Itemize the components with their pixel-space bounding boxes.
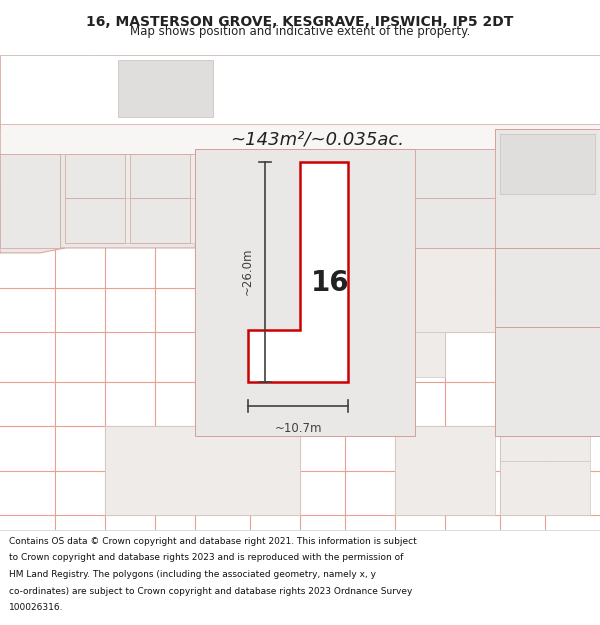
Bar <box>415 149 495 248</box>
Bar <box>350 60 470 124</box>
Bar <box>500 134 595 194</box>
Bar <box>395 243 495 332</box>
Bar <box>395 332 445 377</box>
Bar <box>0 154 55 243</box>
Polygon shape <box>0 154 60 184</box>
Bar <box>130 154 190 199</box>
Bar <box>495 248 600 327</box>
Text: Map shows position and indicative extent of the property.: Map shows position and indicative extent… <box>130 26 470 39</box>
Text: Contains OS data © Crown copyright and database right 2021. This information is : Contains OS data © Crown copyright and d… <box>9 537 417 546</box>
Text: ~10.7m: ~10.7m <box>274 422 322 434</box>
Text: co-ordinates) are subject to Crown copyright and database rights 2023 Ordnance S: co-ordinates) are subject to Crown copyr… <box>9 586 412 596</box>
Bar <box>395 154 495 243</box>
Polygon shape <box>0 154 40 184</box>
Polygon shape <box>0 55 100 144</box>
Polygon shape <box>248 162 348 381</box>
Bar <box>415 199 495 248</box>
Bar <box>200 154 250 199</box>
Polygon shape <box>100 55 230 129</box>
Polygon shape <box>345 60 480 119</box>
Text: to Crown copyright and database rights 2023 and is reproduced with the permissio: to Crown copyright and database rights 2… <box>9 553 403 562</box>
Bar <box>195 149 415 436</box>
Bar <box>200 204 250 243</box>
Polygon shape <box>60 149 200 248</box>
Polygon shape <box>0 154 65 253</box>
Bar <box>255 154 300 199</box>
Bar <box>500 461 590 515</box>
Polygon shape <box>520 55 600 154</box>
Bar <box>255 204 300 243</box>
Text: 16, MASTERSON GROVE, KESGRAVE, IPSWICH, IP5 2DT: 16, MASTERSON GROVE, KESGRAVE, IPSWICH, … <box>86 16 514 29</box>
Bar <box>105 426 300 515</box>
Text: HM Land Registry. The polygons (including the associated geometry, namely x, y: HM Land Registry. The polygons (includin… <box>9 570 376 579</box>
Bar <box>395 426 495 515</box>
Bar <box>130 199 190 243</box>
Bar <box>295 332 345 362</box>
Bar <box>118 57 218 121</box>
Bar <box>500 406 590 461</box>
Bar <box>118 60 213 118</box>
Polygon shape <box>220 55 300 129</box>
Bar <box>495 129 600 248</box>
Bar <box>65 199 125 243</box>
Bar <box>195 149 305 248</box>
Bar <box>105 154 195 243</box>
Text: ~26.0m: ~26.0m <box>241 248 254 296</box>
Polygon shape <box>0 169 60 253</box>
Text: 100026316.: 100026316. <box>9 603 64 612</box>
Bar <box>0 154 60 248</box>
Polygon shape <box>300 55 520 129</box>
Text: ~143m²/~0.035ac.: ~143m²/~0.035ac. <box>230 130 404 148</box>
Text: 16: 16 <box>311 269 349 297</box>
Bar <box>65 154 125 199</box>
Bar <box>495 327 600 436</box>
Bar <box>0 124 600 154</box>
Bar <box>415 149 495 199</box>
Bar <box>0 55 600 129</box>
Bar <box>105 199 195 243</box>
Bar <box>195 288 245 318</box>
